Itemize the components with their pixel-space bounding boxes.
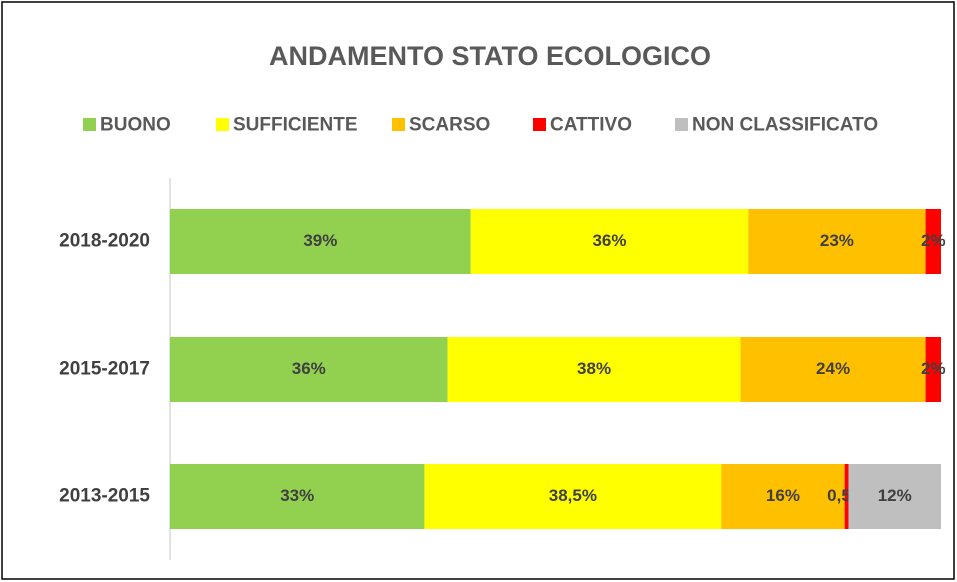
legend-label: SUFFICIENTE <box>233 115 358 136</box>
chart-title: ANDAMENTO STATO ECOLOGICO <box>269 41 711 71</box>
data-label: 2% <box>921 359 946 378</box>
data-label: 36% <box>292 359 326 378</box>
data-label: 38,5% <box>549 486 597 505</box>
legend-label: NON CLASSIFICATO <box>692 115 878 136</box>
bar-segment <box>470 209 749 274</box>
data-label: 36% <box>592 231 626 250</box>
legend-swatch <box>392 118 405 131</box>
data-label: 16% <box>766 486 800 505</box>
data-label: 38% <box>577 359 611 378</box>
legend-swatch <box>216 118 229 131</box>
data-label: 12% <box>878 486 912 505</box>
bar-segment <box>424 464 722 529</box>
data-label: 23% <box>820 231 854 250</box>
data-label: 39% <box>303 231 337 250</box>
data-label: 24% <box>816 359 850 378</box>
data-label: 33% <box>280 486 314 505</box>
bar-segment <box>170 209 471 274</box>
legend-swatch <box>83 118 96 131</box>
bar-segment <box>721 464 845 529</box>
bar-segment <box>170 464 425 529</box>
y-tick-label: 2018-2020 <box>59 231 150 252</box>
bar-segment <box>740 337 926 402</box>
bar-segment <box>170 337 448 402</box>
y-tick-label: 2013-2015 <box>59 486 150 507</box>
y-tick-label: 2015-2017 <box>59 359 150 380</box>
bar-segment <box>748 209 926 274</box>
legend-swatch <box>675 118 688 131</box>
legend-label: CATTIVO <box>550 115 632 136</box>
data-label: 2% <box>921 231 946 250</box>
bar-segment <box>925 209 941 274</box>
bar-segment <box>848 464 941 529</box>
bar-segment <box>925 337 941 402</box>
legend-swatch <box>533 118 546 131</box>
bar-segment <box>447 337 741 402</box>
bar-segment <box>844 464 849 529</box>
legend-label: SCARSO <box>409 115 490 136</box>
legend-label: BUONO <box>100 115 171 136</box>
